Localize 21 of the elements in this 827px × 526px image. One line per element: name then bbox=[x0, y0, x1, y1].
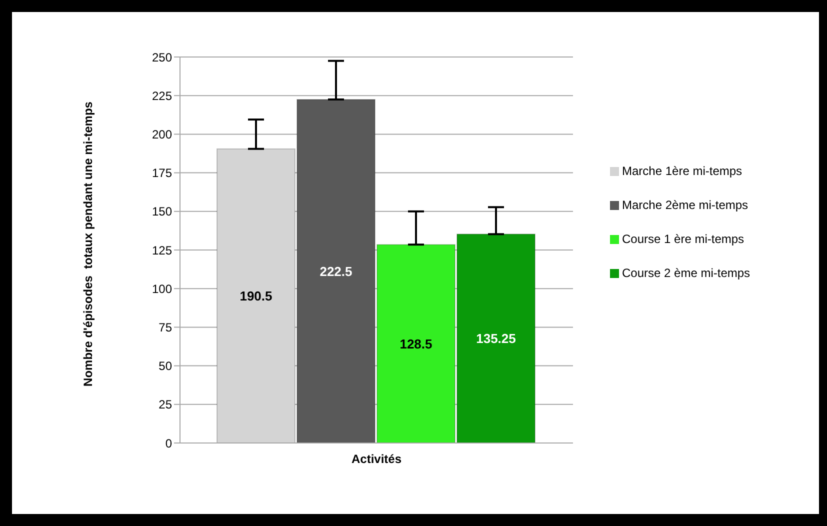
y-tick-label: 200 bbox=[152, 127, 172, 142]
y-tick-label: 100 bbox=[152, 282, 172, 296]
data-label: 190.5 bbox=[240, 288, 272, 304]
y-tick-label: 0 bbox=[165, 436, 172, 450]
legend-label: Course 1 ère mi-temps bbox=[622, 232, 744, 246]
legend-label: Course 2 ème mi-temps bbox=[622, 266, 750, 280]
legend-label: Marche 2ème mi-temps bbox=[622, 198, 748, 212]
y-tick-label: 225 bbox=[152, 88, 172, 103]
y-axis-title: Nombre d'épisodes totaux pendant une mi-temps bbox=[81, 102, 95, 386]
y-tick-label: 25 bbox=[158, 398, 172, 412]
y-tick-label: 250 bbox=[152, 50, 172, 64]
y-tick-label: 150 bbox=[152, 204, 172, 219]
y-tick-label: 175 bbox=[152, 166, 172, 180]
data-label: 128.5 bbox=[400, 336, 432, 352]
y-tick-label: 50 bbox=[158, 359, 172, 374]
legend-label: Marche 1ère mi-temps bbox=[622, 164, 742, 178]
y-tick-label: 75 bbox=[158, 320, 172, 334]
y-tick-label: 125 bbox=[152, 243, 172, 258]
x-axis-title: Activités bbox=[351, 452, 402, 466]
data-label: 222.5 bbox=[320, 264, 352, 279]
data-label: 135.25 bbox=[476, 331, 516, 346]
